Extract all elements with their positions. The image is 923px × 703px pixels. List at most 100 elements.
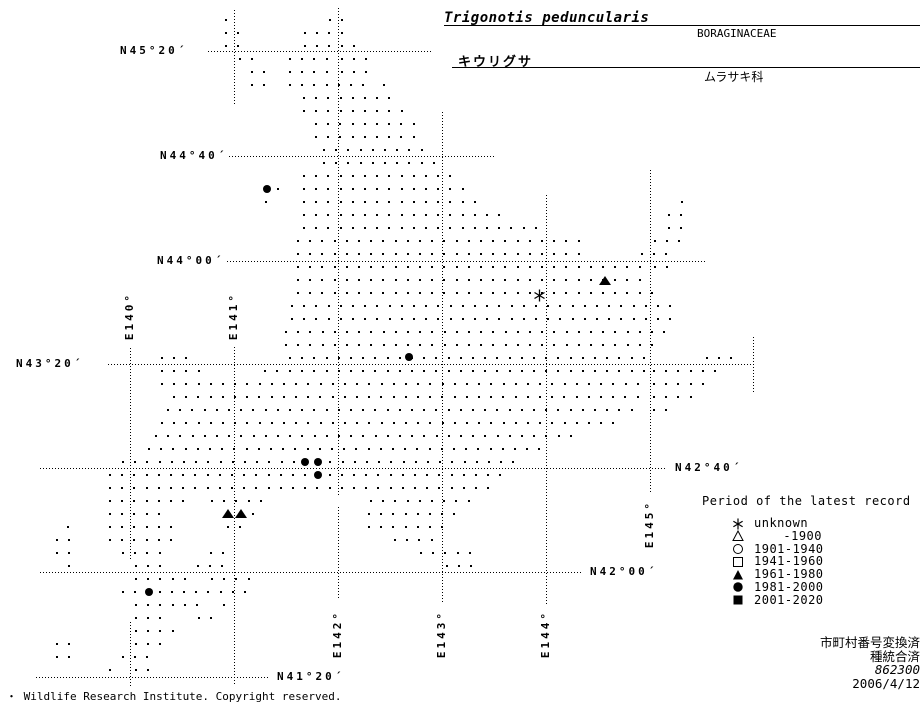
grid-dot [689, 370, 692, 372]
grid-dot [437, 227, 440, 229]
grid-dot [480, 279, 482, 281]
grid-dot [406, 266, 409, 268]
grid-dot [68, 539, 71, 541]
grid-dot [541, 331, 544, 333]
grid-dot [245, 448, 248, 450]
grid-dot [303, 175, 305, 177]
square-filled-icon [732, 594, 744, 606]
grid-dot [458, 565, 461, 567]
grid-dot [400, 201, 403, 203]
grid-dot [351, 188, 354, 190]
grid-dot [246, 422, 249, 424]
grid-dot [303, 318, 306, 320]
grid-dot [406, 279, 409, 281]
grid-dot [547, 318, 550, 320]
grid-dot [474, 305, 476, 307]
grid-dot [380, 383, 383, 385]
grid-dot [237, 45, 240, 47]
grid-dot [313, 409, 316, 411]
grid-dot [191, 435, 194, 437]
grid-dot [559, 305, 562, 307]
latitude-label: N42°00´ [588, 565, 660, 578]
grid-dot [158, 461, 161, 463]
grid-dot [237, 32, 240, 34]
grid-dot [641, 253, 643, 255]
grid-dot [468, 331, 470, 333]
grid-dot [577, 279, 580, 281]
grid-dot [437, 214, 440, 216]
grid-dot [624, 396, 627, 398]
grid-dot [508, 357, 511, 359]
grid-dot [265, 201, 267, 203]
grid-dot [416, 526, 419, 528]
grid-dot [376, 214, 379, 216]
grid-dot [400, 318, 403, 320]
grid-dot [653, 370, 655, 372]
grid-dot [319, 396, 322, 398]
grid-dot [419, 253, 421, 255]
grid-dot [256, 461, 259, 463]
grid-dot [472, 409, 474, 411]
grid-dot [401, 487, 404, 489]
grid-dot [382, 240, 385, 242]
grid-dot [400, 188, 403, 190]
grid-dot [394, 253, 397, 255]
grid-dot [539, 396, 541, 398]
grid-dot [109, 526, 111, 528]
grid-dot [553, 331, 556, 333]
grid-dot [267, 474, 270, 476]
grid-dot [197, 370, 200, 372]
grid-dot [277, 435, 279, 437]
grid-dot [441, 526, 444, 528]
grid-dot [435, 370, 438, 372]
grid-dot [388, 227, 391, 229]
grid-dot [321, 240, 324, 242]
grid-dot [374, 357, 377, 359]
grid-dot [432, 552, 435, 554]
grid-dot [551, 396, 554, 398]
grid-dot [307, 422, 310, 424]
grid-dot [630, 357, 633, 359]
grid-dot [351, 110, 354, 112]
grid-dot [364, 305, 367, 307]
copyright-text: ・ Wildlife Research Institute. Copyright… [6, 690, 342, 703]
grid-dot [441, 513, 444, 515]
grid-dot [388, 123, 391, 125]
grid-dot [449, 227, 452, 229]
grid-dot [594, 370, 596, 372]
grid-dot [133, 539, 136, 541]
grid-dot [528, 279, 531, 281]
grid-dot [263, 84, 266, 86]
grid-dot [496, 409, 499, 411]
species-japanese-title: キウリグサ [458, 55, 534, 70]
grid-dot [216, 435, 218, 437]
grid-dot [498, 305, 501, 307]
grid-dot [388, 97, 391, 99]
grid-dot [412, 123, 415, 125]
grid-dot [516, 344, 519, 346]
grid-dot [68, 565, 70, 567]
grid-dot [145, 539, 148, 541]
grid-dot [327, 123, 330, 125]
grid-dot [545, 370, 548, 372]
grid-dot [427, 461, 429, 463]
grid-dot [371, 149, 374, 151]
grid-dot [122, 591, 124, 593]
grid-dot [351, 201, 354, 203]
grid-dot [392, 383, 395, 385]
grid-dot [386, 409, 389, 411]
grid-dot [514, 448, 516, 450]
latitude-line [36, 677, 270, 678]
grid-dot [133, 474, 136, 476]
grid-dot [122, 461, 124, 463]
grid-dot [502, 422, 505, 424]
grid-dot [338, 435, 340, 437]
grid-dot [504, 266, 507, 268]
grid-dot [575, 422, 578, 424]
grid-dot [449, 305, 452, 307]
grid-dot [404, 526, 407, 528]
grid-dot [339, 227, 342, 229]
grid-dot [400, 123, 403, 125]
grid-dot [431, 279, 434, 281]
grid-dot [718, 357, 721, 359]
